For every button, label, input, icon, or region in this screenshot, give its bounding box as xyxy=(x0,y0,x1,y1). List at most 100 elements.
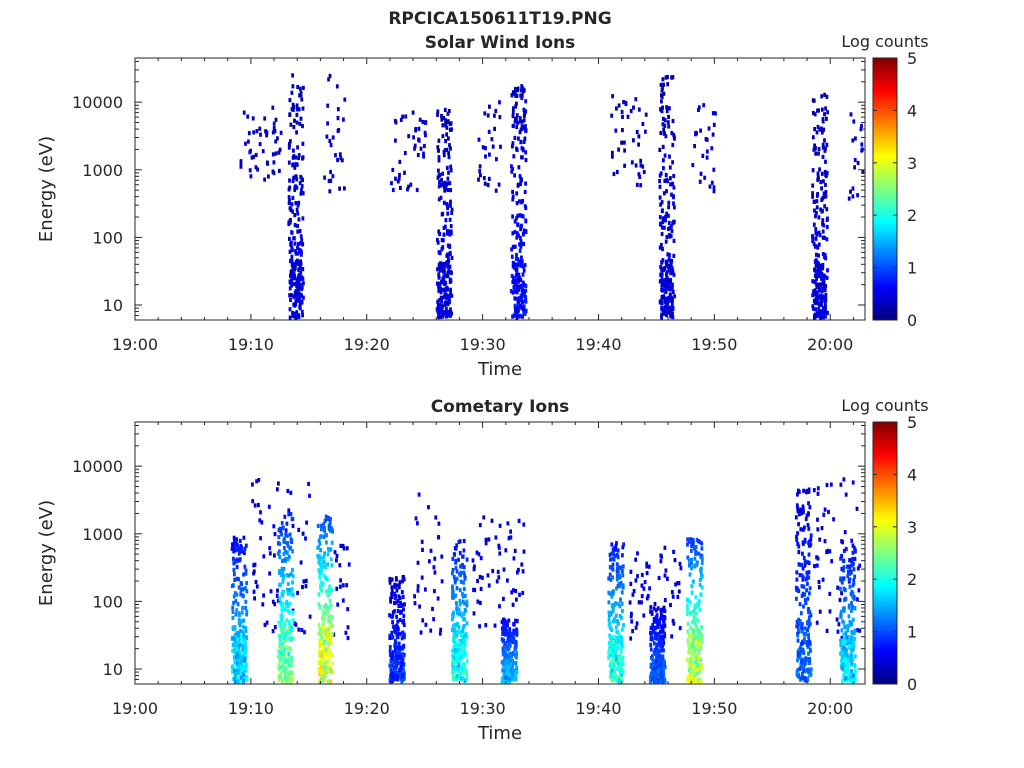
heatmap-cell xyxy=(316,553,320,559)
heatmap-cell xyxy=(286,659,290,664)
heatmap-cell xyxy=(301,267,305,272)
heatmap-cell xyxy=(512,651,515,656)
heatmap-cell xyxy=(416,560,420,565)
heatmap-cell xyxy=(231,615,235,620)
plot-frame xyxy=(134,57,866,321)
heatmap-cell xyxy=(391,167,395,173)
heatmap-cell xyxy=(394,176,397,181)
heatmap-cell xyxy=(459,579,463,584)
heatmap-cell xyxy=(326,576,329,582)
heatmap-cell xyxy=(436,145,440,150)
heatmap-cell xyxy=(242,535,246,540)
heatmap-cell xyxy=(443,107,447,112)
heatmap-cell xyxy=(660,670,664,675)
heatmap-cell xyxy=(417,492,421,497)
heatmap-cell xyxy=(262,593,265,598)
heatmap-cell xyxy=(293,223,297,228)
heatmap-cell xyxy=(668,233,671,238)
heatmap-cell xyxy=(803,626,807,631)
heatmap-cell xyxy=(252,563,256,568)
heatmap-cell xyxy=(445,132,448,137)
heatmap-cell xyxy=(320,630,324,635)
heatmap-cell xyxy=(438,631,442,636)
heatmap-cell xyxy=(394,643,397,648)
heatmap-cell xyxy=(399,603,403,608)
heatmap-cell xyxy=(662,608,666,613)
heatmap-cell xyxy=(286,543,290,548)
x-tick-label: 19:10 xyxy=(228,335,274,354)
heatmap-cell xyxy=(617,565,621,570)
heatmap-cell xyxy=(843,647,847,652)
heatmap-cell xyxy=(509,662,512,667)
heatmap-cell xyxy=(690,651,693,656)
heatmap-cell xyxy=(300,97,304,102)
heatmap-cell xyxy=(323,560,326,565)
heatmap-cell xyxy=(620,140,623,145)
heatmap-cell xyxy=(450,255,454,261)
heatmap-cell xyxy=(519,259,522,264)
heatmap-cell xyxy=(478,574,482,579)
heatmap-cell xyxy=(660,312,664,317)
heatmap-cell xyxy=(666,300,670,305)
heatmap-cell xyxy=(465,557,469,562)
heatmap-cell xyxy=(613,602,617,608)
heatmap-cell xyxy=(285,678,289,683)
heatmap-cell xyxy=(853,157,857,163)
heatmap-cell xyxy=(231,648,234,653)
heatmap-cell xyxy=(521,569,525,574)
heatmap-cell xyxy=(669,182,672,187)
heatmap-cell xyxy=(472,567,476,572)
heatmap-cell xyxy=(445,147,449,152)
heatmap-cell xyxy=(694,676,697,681)
heatmap-cell xyxy=(615,106,618,111)
heatmap-cell xyxy=(700,546,704,551)
heatmap-cell xyxy=(678,561,682,566)
heatmap-cell xyxy=(394,668,397,673)
heatmap-cell xyxy=(439,261,442,266)
heatmap-cell xyxy=(522,304,526,309)
heatmap-cell xyxy=(637,107,641,112)
heatmap-cell xyxy=(697,654,701,659)
heatmap-cell xyxy=(632,105,635,110)
heatmap-cell xyxy=(446,176,450,181)
heatmap-cell xyxy=(515,93,519,98)
heatmap-cell xyxy=(668,253,671,258)
heatmap-cell xyxy=(667,213,670,218)
heatmap-cell xyxy=(841,662,845,667)
heatmap-cell xyxy=(319,580,323,585)
heatmap-cell xyxy=(297,627,301,632)
heatmap-cell xyxy=(407,184,410,189)
heatmap-cell xyxy=(646,593,650,599)
heatmap-cell xyxy=(634,97,638,102)
heatmap-cell xyxy=(254,152,258,158)
heatmap-cell xyxy=(393,650,397,655)
heatmap-cell xyxy=(695,611,698,616)
heatmap-cell xyxy=(610,113,614,118)
heatmap-cell xyxy=(338,186,341,191)
heatmap-cell xyxy=(285,533,289,538)
heatmap-cell xyxy=(436,109,440,114)
heatmap-cell xyxy=(411,110,415,115)
heatmap-cell xyxy=(231,605,235,610)
heatmap-cell xyxy=(294,201,298,206)
heatmap-cell xyxy=(317,622,321,628)
heatmap-cell xyxy=(654,636,657,641)
heatmap-cell xyxy=(292,125,296,130)
heatmap-cell xyxy=(301,124,304,129)
heatmap-cell xyxy=(509,289,513,294)
heatmap-cell xyxy=(394,640,398,645)
heatmap-cell xyxy=(394,600,398,605)
heatmap-cell xyxy=(671,594,675,599)
heatmap-cell xyxy=(510,164,513,169)
heatmap-cell xyxy=(459,611,463,616)
cometary-panel: Cometary Ions 19:00 19:10 19:20 19:30 19:40 1… xyxy=(36,396,929,744)
heatmap-cell xyxy=(318,541,322,546)
heatmap-cell xyxy=(687,668,691,673)
heatmap-cell xyxy=(814,151,818,156)
heatmap-cell xyxy=(814,262,818,267)
heatmap-cell xyxy=(402,577,406,582)
heatmap-cell xyxy=(244,635,248,640)
heatmap-cell xyxy=(488,152,491,157)
heatmap-cell xyxy=(661,667,665,672)
x-tick-label: 19:30 xyxy=(460,699,506,718)
